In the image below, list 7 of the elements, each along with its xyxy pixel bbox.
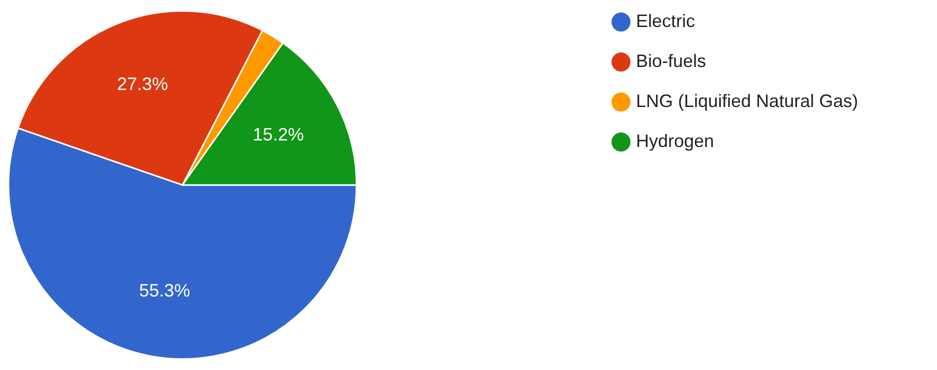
legend-label: LNG (Liquified Natural Gas)	[636, 91, 858, 111]
data-label: 15.2%	[252, 124, 304, 144]
data-label: 27.3%	[116, 74, 168, 94]
legend-label: Hydrogen	[636, 131, 714, 151]
legend-label: Bio-fuels	[636, 51, 706, 71]
legend-label: Electric	[636, 11, 696, 31]
data-label: 55.3%	[139, 280, 190, 300]
